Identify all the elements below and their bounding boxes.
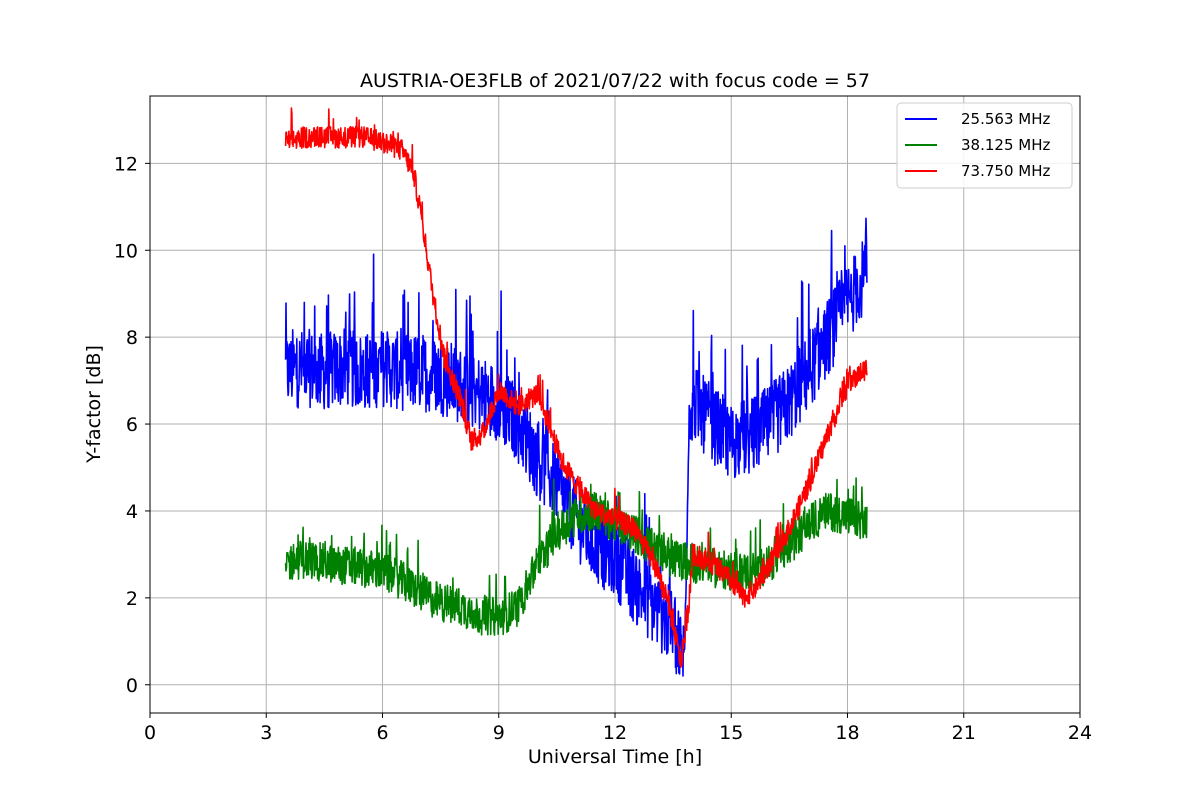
series-lines	[284, 107, 868, 677]
legend-label-38125: 38.125 MHz	[961, 136, 1050, 154]
x-tick-label: 24	[1068, 722, 1092, 744]
legend-label-73750: 73.750 MHz	[961, 162, 1050, 180]
x-axis-label: Universal Time [h]	[528, 746, 702, 768]
legend: 25.563 MHz 38.125 MHz 73.750 MHz	[896, 102, 1073, 189]
x-tick-label: 6	[376, 722, 388, 744]
chart-title: AUSTRIA-OE3FLB of 2021/07/22 with focus …	[360, 70, 870, 92]
y-tick-label: 6	[126, 414, 138, 436]
legend-box	[896, 102, 1073, 189]
y-tick-label: 10	[114, 240, 138, 262]
y-tick-label: 4	[126, 501, 138, 523]
x-tick-label: 9	[493, 722, 505, 744]
y-tick-label: 2	[126, 588, 138, 610]
x-tick-label: 18	[835, 722, 859, 744]
y-tick-label: 8	[126, 327, 138, 349]
x-tick-label: 0	[144, 722, 156, 744]
y-axis-label: Y-factor [dB]	[83, 345, 105, 464]
x-tick-label: 15	[719, 722, 743, 744]
y-tick-label: 0	[126, 675, 138, 697]
x-tick-label: 12	[603, 722, 627, 744]
legend-label-25563: 25.563 MHz	[961, 110, 1050, 128]
y-tick-label: 12	[114, 153, 138, 175]
series-line-38125	[284, 477, 868, 636]
x-tick-label: 3	[260, 722, 272, 744]
x-tick-label: 21	[952, 722, 976, 744]
series-line-73750	[284, 107, 868, 668]
